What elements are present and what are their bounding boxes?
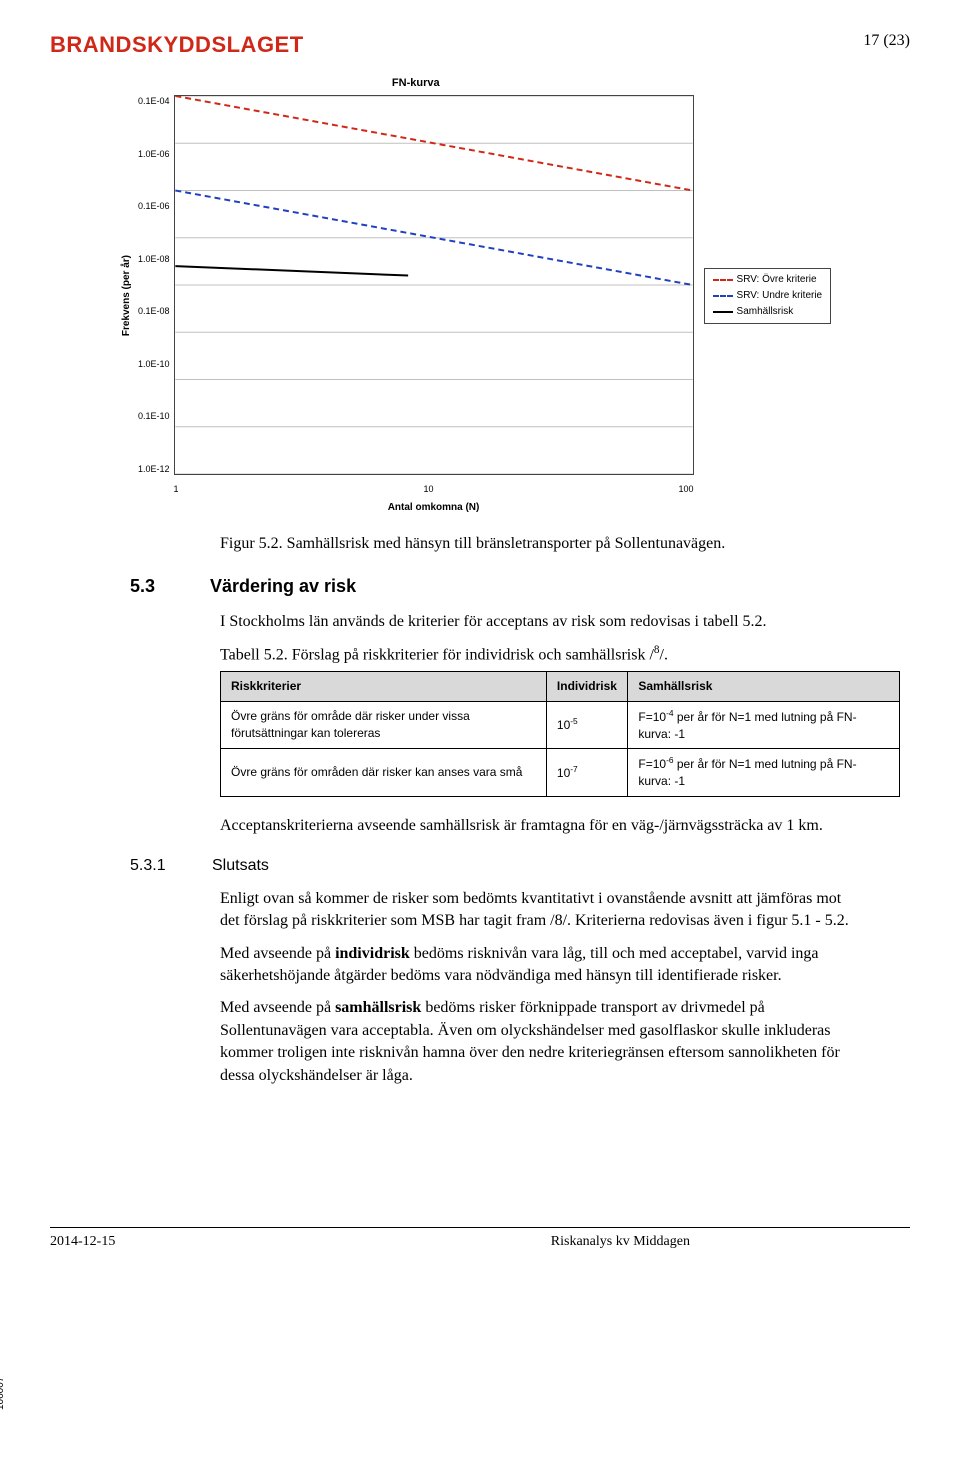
conclusion-paragraphs: Enligt ovan så kommer de risker som bedö… <box>50 888 910 1087</box>
chart-xticks: 110100 <box>174 483 694 496</box>
footer-doc-title: Riskanalys kv Middagen <box>551 1232 690 1252</box>
acceptance-paragraph: Acceptanskriterierna avseende samhällsri… <box>220 815 850 837</box>
section-heading: 5.3 Värdering av risk <box>130 574 910 599</box>
chart-legend: SRV: Övre kriterieSRV: Undre kriterieSam… <box>704 268 832 324</box>
section-number: 5.3 <box>130 574 190 599</box>
brand-logo: BRANDSKYDDSLAGET <box>50 30 304 61</box>
footer-date: 2014-12-15 <box>50 1232 115 1252</box>
page-footer: 2014-12-15 Riskanalys kv Middagen <box>50 1227 910 1252</box>
risk-criteria-table: RiskkriterierIndividriskSamhällsrisk Övr… <box>220 671 900 797</box>
body-paragraph: Med avseende på samhällsrisk bedöms risk… <box>220 997 850 1087</box>
table-caption: Tabell 5.2. Förslag på riskkriterier för… <box>220 643 910 667</box>
side-document-code: 106007 <box>0 1377 8 1410</box>
table-caption-prefix: Tabell 5.2. Förslag på riskkriterier för… <box>220 647 654 664</box>
section-title: Värdering av risk <box>210 574 356 599</box>
table-caption-suffix: /. <box>660 647 668 664</box>
chart-xlabel: Antal omkomna (N) <box>174 501 694 515</box>
page-number: 17 (23) <box>863 30 910 52</box>
page-header: BRANDSKYDDSLAGET 17 (23) <box>50 30 910 61</box>
body-paragraph: Enligt ovan så kommer de risker som bedö… <box>220 888 850 933</box>
intro-paragraph: I Stockholms län används de kriterier fö… <box>220 611 850 633</box>
figure-caption: Figur 5.2. Samhällsrisk med hänsyn till … <box>220 533 910 555</box>
chart-title: FN-kurva <box>138 76 694 91</box>
subsection-number: 5.3.1 <box>130 855 200 877</box>
chart-ylabel: Frekvens (per år) <box>120 255 134 336</box>
subsection-heading: 5.3.1 Slutsats <box>130 855 910 877</box>
chart-yticks: 0.1E-041.0E-060.1E-061.0E-080.1E-081.0E-… <box>138 95 174 475</box>
body-paragraph: Med avseende på individrisk bedöms riskn… <box>220 943 850 988</box>
fn-curve-chart: Frekvens (per år) FN-kurva 0.1E-041.0E-0… <box>120 76 910 516</box>
subsection-title: Slutsats <box>212 855 269 877</box>
chart-plot-area <box>174 95 694 475</box>
